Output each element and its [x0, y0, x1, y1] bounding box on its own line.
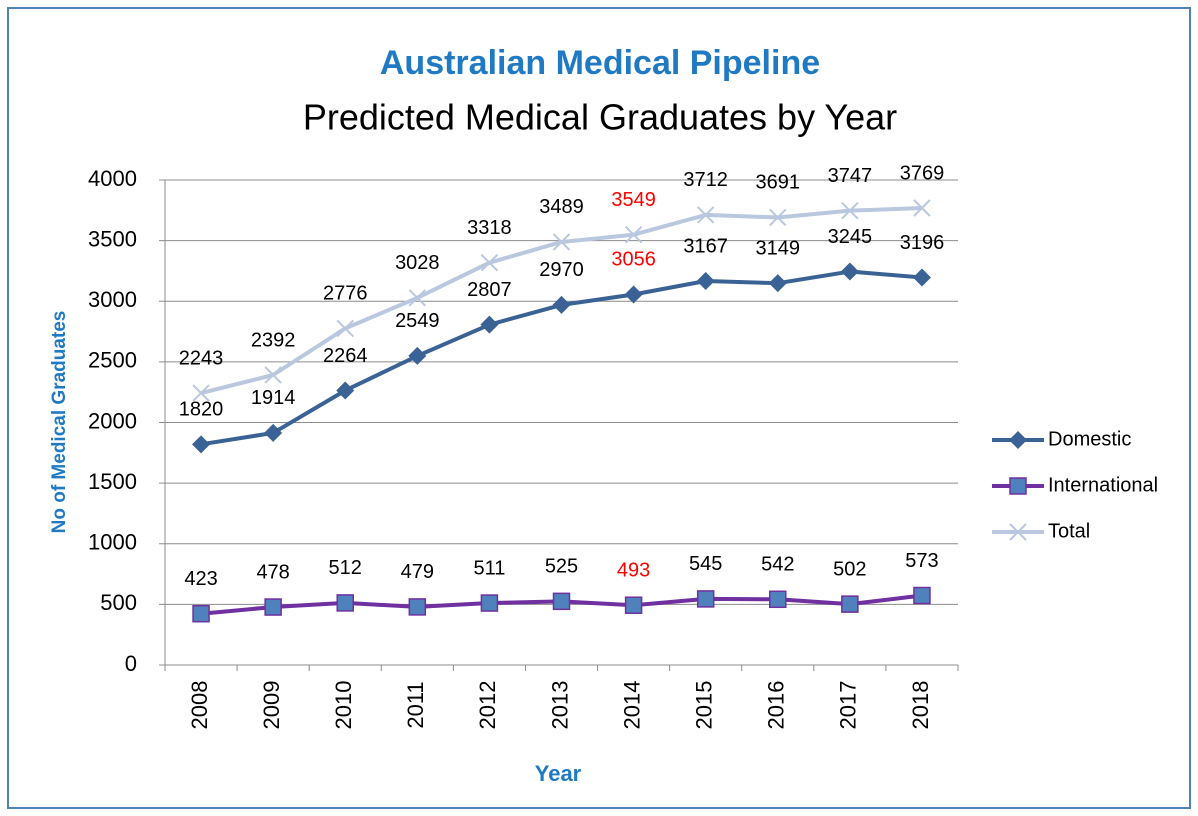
- data-label: 3149: [756, 237, 801, 259]
- data-point: [624, 225, 643, 244]
- x-tick-label: 2013: [547, 681, 572, 730]
- data-label: 3712: [683, 169, 728, 191]
- data-point: [264, 366, 282, 384]
- data-point: [480, 253, 499, 272]
- data-point: [264, 423, 283, 442]
- data-label: 3318: [467, 217, 512, 239]
- y-tick-label: 0: [125, 651, 137, 676]
- data-point: [913, 199, 931, 217]
- data-point: [264, 598, 282, 616]
- data-point: [336, 319, 354, 338]
- legend-marker: [1009, 431, 1027, 449]
- data-label: 3691: [756, 172, 801, 194]
- data-label: 2264: [323, 345, 368, 367]
- data-label: 2970: [539, 259, 584, 281]
- x-tick-label: 2008: [187, 681, 212, 730]
- y-tick-label: 3500: [88, 226, 137, 251]
- data-label: 502: [833, 558, 866, 580]
- data-point: [408, 598, 427, 616]
- chart-frame: [7, 7, 1191, 809]
- data-point: [336, 381, 355, 400]
- data-point: [768, 274, 787, 293]
- y-tick-label: 1500: [88, 469, 137, 494]
- data-label: 3056: [611, 249, 656, 271]
- data-label: 3549: [611, 189, 656, 211]
- data-point: [336, 594, 354, 612]
- y-tick-label: 2500: [88, 348, 137, 373]
- data-point: [696, 272, 715, 291]
- data-label: 573: [905, 550, 938, 572]
- data-point: [408, 289, 427, 307]
- data-label: 3167: [683, 235, 728, 257]
- data-point: [480, 315, 499, 334]
- data-label: 1820: [179, 399, 224, 421]
- data-label: 479: [401, 561, 434, 583]
- data-label: 3747: [828, 165, 873, 187]
- data-label: 3028: [395, 252, 440, 274]
- data-label: 2392: [251, 329, 296, 351]
- data-point: [192, 384, 210, 402]
- data-point: [912, 268, 931, 287]
- data-label: 2243: [179, 347, 224, 369]
- data-point: [696, 590, 715, 608]
- data-label: 525: [545, 556, 578, 578]
- legend-label: International: [1048, 474, 1158, 496]
- y-tick-label: 1000: [88, 530, 137, 555]
- data-label: 3196: [900, 232, 945, 254]
- data-label: 2549: [395, 310, 440, 332]
- x-axis-title: Year: [535, 761, 582, 786]
- data-label: 2807: [467, 279, 512, 301]
- data-point: [624, 596, 643, 614]
- data-point: [192, 604, 210, 623]
- y-axis-title: No of Medical Graduates: [49, 311, 70, 534]
- legend-label: Domestic: [1048, 428, 1131, 450]
- data-label: 493: [617, 560, 650, 582]
- data-point: [624, 285, 643, 304]
- data-point: [192, 435, 211, 454]
- data-point: [913, 586, 931, 605]
- data-label: 545: [689, 553, 722, 575]
- x-tick-label: 2009: [259, 681, 284, 730]
- data-point: [841, 201, 859, 220]
- data-point: [769, 590, 787, 609]
- y-tick-label: 2000: [88, 408, 137, 433]
- data-label: 3769: [900, 162, 945, 184]
- data-point: [552, 295, 571, 314]
- data-label: 2776: [323, 283, 368, 305]
- data-label: 423: [184, 568, 217, 590]
- data-label: 512: [329, 557, 362, 579]
- x-tick-label: 2016: [764, 681, 789, 730]
- x-tick-label: 2011: [403, 681, 428, 728]
- x-tick-label: 2018: [908, 681, 933, 730]
- x-tick-label: 2015: [691, 681, 716, 730]
- legend-marker: [1009, 523, 1027, 541]
- x-tick-label: 2014: [619, 681, 644, 730]
- x-tick-label: 2012: [475, 681, 500, 730]
- data-point: [408, 346, 427, 365]
- data-label: 478: [256, 561, 289, 583]
- data-point: [480, 594, 499, 612]
- y-tick-label: 500: [100, 590, 137, 615]
- x-tick-label: 2010: [331, 681, 356, 730]
- x-tick-label: 2017: [836, 681, 861, 730]
- legend-marker: [1009, 477, 1027, 495]
- data-point: [552, 592, 571, 611]
- data-label: 3489: [539, 196, 584, 218]
- y-tick-label: 4000: [88, 166, 137, 191]
- data-label: 3245: [828, 226, 873, 248]
- data-label: 511: [473, 557, 505, 579]
- data-label: 1914: [251, 387, 296, 409]
- y-tick-label: 3000: [88, 287, 137, 312]
- legend-label: Total: [1048, 520, 1090, 542]
- data-point: [841, 595, 859, 613]
- data-point: [769, 208, 787, 227]
- chart-title: Australian Medical Pipeline: [380, 44, 820, 82]
- data-point: [696, 206, 715, 224]
- data-point: [552, 233, 571, 251]
- chart-subtitle: Predicted Medical Graduates by Year: [303, 97, 897, 138]
- data-point: [840, 262, 859, 281]
- data-label: 542: [761, 554, 794, 576]
